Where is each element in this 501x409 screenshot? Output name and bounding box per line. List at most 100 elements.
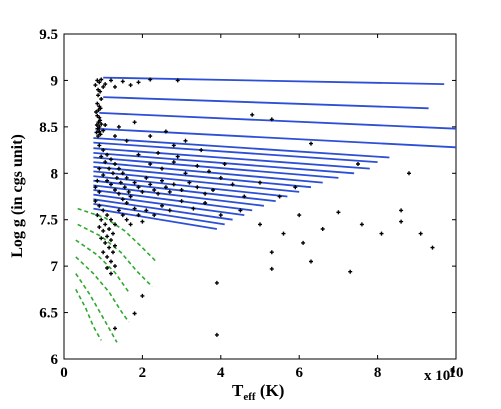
data-point-9 <box>120 79 125 84</box>
data-point-12 <box>175 78 180 83</box>
data-point-60 <box>114 175 119 180</box>
data-point-25 <box>96 120 101 125</box>
data-point-115 <box>111 231 115 236</box>
data-point-58 <box>107 166 112 171</box>
data-point-42 <box>124 138 129 143</box>
blue-curve-0 <box>103 76 445 85</box>
y-tick-label: 8.5 <box>39 120 58 136</box>
data-point-26 <box>94 123 99 127</box>
data-point-3 <box>93 83 98 88</box>
data-point-30 <box>97 129 102 134</box>
x-tick-label: 0 <box>60 365 68 381</box>
data-point-168 <box>407 171 411 176</box>
data-point-111 <box>95 213 100 218</box>
blue-curve-11 <box>93 170 300 193</box>
data-point-141 <box>167 208 172 213</box>
data-point-135 <box>132 206 137 211</box>
data-point-125 <box>101 250 106 255</box>
data-point-102 <box>136 152 141 157</box>
data-point-137 <box>140 219 145 224</box>
data-point-103 <box>156 150 161 155</box>
green-curve-2 <box>75 239 130 293</box>
x-axis-label-rest: (K) <box>256 381 285 400</box>
data-point-108 <box>105 213 110 218</box>
data-point-145 <box>218 213 223 218</box>
data-point-70 <box>120 197 125 202</box>
data-point-136 <box>136 213 141 218</box>
data-point-85 <box>187 180 192 185</box>
data-point-160 <box>132 311 137 316</box>
data-point-131 <box>116 208 121 213</box>
y-tick-label: 7.5 <box>39 213 58 229</box>
data-point-64 <box>97 166 102 171</box>
data-point-128 <box>113 264 117 269</box>
data-point-56 <box>99 154 104 159</box>
data-point-109 <box>109 217 113 222</box>
data-point-158 <box>140 293 145 298</box>
data-point-15 <box>95 101 100 106</box>
data-point-99 <box>195 163 200 168</box>
data-point-68 <box>113 188 117 192</box>
data-point-156 <box>301 240 306 245</box>
data-point-91 <box>242 194 247 199</box>
data-point-104 <box>175 154 180 159</box>
y-axis-label: Log g (in cgs unit) <box>9 134 26 258</box>
green-curve-4 <box>75 273 118 343</box>
data-point-39 <box>163 129 168 134</box>
green-curve-0 <box>77 207 157 263</box>
data-point-80 <box>160 178 164 183</box>
x-multiplier-base: x 10 <box>424 368 450 384</box>
data-point-134 <box>128 222 133 227</box>
data-point-142 <box>179 199 184 204</box>
blue-curve-5 <box>93 141 378 163</box>
data-point-11 <box>148 77 153 82</box>
data-point-147 <box>258 222 262 227</box>
data-point-153 <box>379 231 384 236</box>
data-point-126 <box>105 254 110 259</box>
data-point-165 <box>418 231 423 236</box>
x-axis-label-sub: eff <box>243 391 256 403</box>
data-point-51 <box>109 157 113 162</box>
y-tick-label: 8 <box>51 166 59 182</box>
x-tick-label: 4 <box>217 365 225 381</box>
data-point-118 <box>105 234 110 239</box>
data-point-120 <box>113 243 117 248</box>
data-point-96 <box>160 166 164 171</box>
data-point-81 <box>163 185 168 190</box>
data-point-52 <box>113 162 117 166</box>
data-point-14 <box>128 83 133 88</box>
data-point-150 <box>320 227 325 231</box>
data-point-31 <box>98 132 103 137</box>
data-point-57 <box>103 160 108 165</box>
data-point-82 <box>167 189 172 194</box>
data-point-67 <box>109 182 113 187</box>
data-point-54 <box>120 171 125 176</box>
data-point-32 <box>96 134 101 139</box>
data-point-129 <box>105 266 110 270</box>
data-point-13 <box>113 84 117 89</box>
y-axis-ticks: 6 6.5 7 7.5 8 8.5 9 9.5 <box>39 27 456 368</box>
data-points <box>93 77 435 337</box>
data-point-163 <box>309 259 313 264</box>
data-point-76 <box>144 175 149 180</box>
data-point-124 <box>111 250 115 255</box>
data-point-93 <box>277 194 282 199</box>
data-point-78 <box>152 188 157 192</box>
data-point-114 <box>107 227 112 231</box>
blue-curve-14 <box>93 184 265 207</box>
data-point-2 <box>99 77 104 82</box>
green-curve-5 <box>75 289 102 341</box>
data-point-90 <box>230 182 235 187</box>
data-point-162 <box>269 266 274 271</box>
data-point-154 <box>399 219 404 224</box>
blue-curve-3 <box>95 127 457 149</box>
data-point-59 <box>111 171 115 176</box>
data-point-92 <box>258 180 262 185</box>
data-point-71 <box>124 201 129 205</box>
x-tick-label: 2 <box>139 365 147 381</box>
data-point-53 <box>116 166 121 171</box>
blue-curve-9 <box>93 161 323 184</box>
data-point-117 <box>101 228 106 233</box>
data-point-121 <box>99 236 104 241</box>
